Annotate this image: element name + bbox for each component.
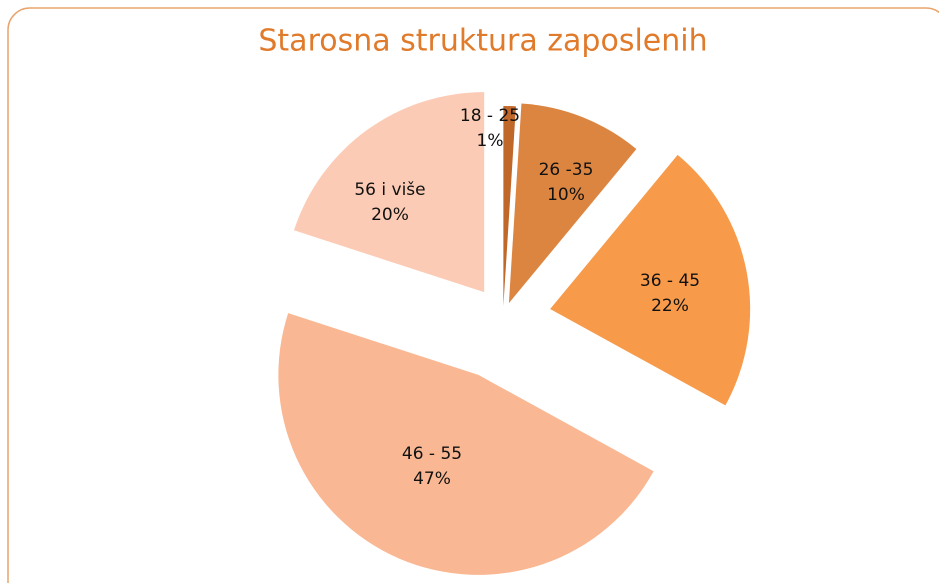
- slice-category-label: 26 -35: [539, 160, 594, 180]
- slice-value-label: 20%: [371, 205, 409, 225]
- chart-border: [7, 7, 939, 583]
- slice-category-label: 18 - 25: [460, 106, 520, 126]
- pie-slice: [293, 92, 485, 293]
- pie-slice: [503, 106, 516, 307]
- pie-slice: [278, 313, 654, 575]
- chart-title: Starosna struktura zaposlenih: [258, 24, 707, 59]
- slice-value-label: 47%: [413, 469, 451, 489]
- slice-value-label: 1%: [477, 131, 504, 151]
- slice-category-label: 56 i više: [354, 180, 425, 200]
- slice-value-label: 22%: [651, 296, 689, 316]
- slice-value-label: 10%: [547, 185, 585, 205]
- slice-category-label: 36 - 45: [640, 271, 700, 291]
- pie-slice: [508, 103, 637, 304]
- slice-category-label: 46 - 55: [402, 444, 462, 464]
- pie-slice: [550, 154, 751, 406]
